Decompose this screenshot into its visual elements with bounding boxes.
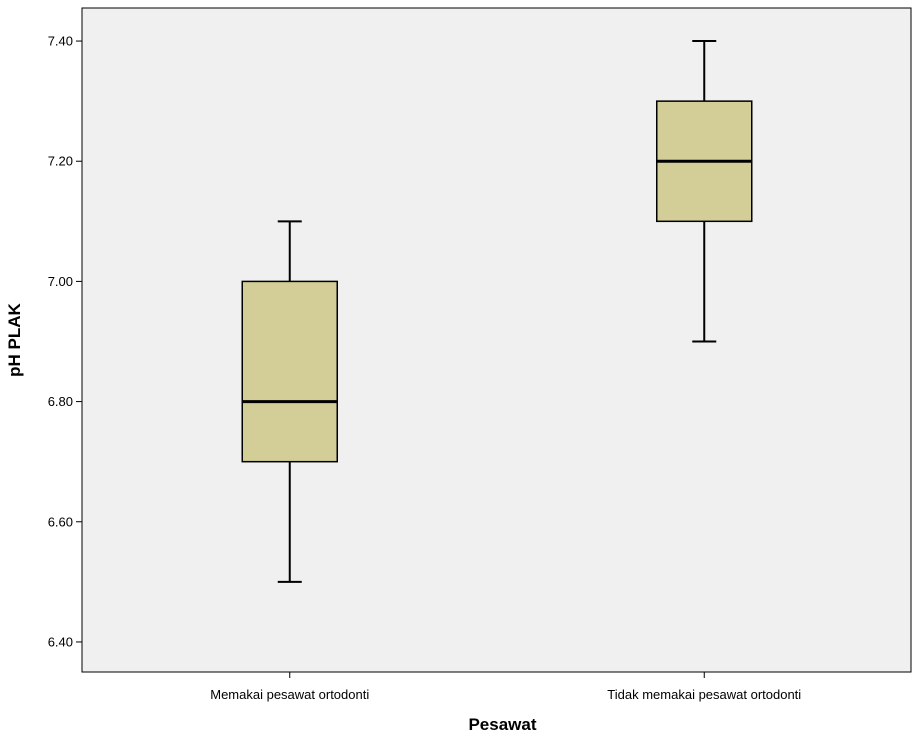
x-tick-label-0: Memakai pesawat ortodonti [210,687,369,702]
box-1 [656,40,753,343]
x-axis-title: Pesawat [468,715,536,734]
plot-area [81,7,912,673]
boxes [241,40,753,583]
y-axis: 6.40 6.60 6.80 7.00 7.20 7.40 [48,34,82,649]
y-tick-label-4: 7.20 [48,154,73,169]
y-tick-label-1: 6.60 [48,514,73,529]
iqr-box [241,280,338,463]
y-tick-label-2: 6.80 [48,394,73,409]
x-tick-label-1: Tidak memakai pesawat ortodonti [607,687,801,702]
y-tick-label-5: 7.40 [48,34,73,49]
y-axis-title: pH PLAK [5,302,24,376]
y-tick-label-3: 7.00 [48,274,73,289]
y-tick-label-0: 6.40 [48,634,73,649]
x-axis: Memakai pesawat ortodonti Tidak memakai p… [210,672,801,702]
box-0 [241,220,338,583]
